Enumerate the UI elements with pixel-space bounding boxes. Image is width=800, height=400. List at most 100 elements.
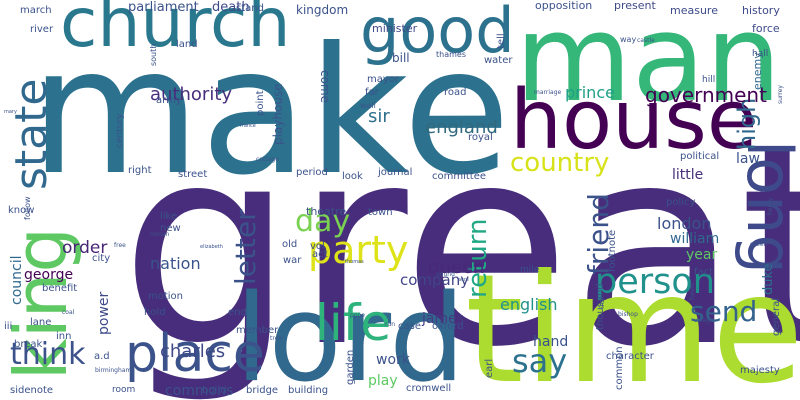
word: far <box>365 87 379 98</box>
word: death <box>212 0 250 15</box>
word: acre <box>458 277 469 283</box>
word: henry <box>767 197 774 215</box>
word: forest <box>689 282 696 300</box>
word: year <box>686 247 718 263</box>
word: hall <box>752 49 769 59</box>
word: sir <box>368 106 390 127</box>
word: authority <box>150 84 233 105</box>
word: playhouse <box>271 83 285 145</box>
word: lord <box>235 270 466 400</box>
word: look <box>342 171 363 182</box>
word: south <box>149 43 158 66</box>
word: iii <box>4 321 13 332</box>
word: mary <box>4 109 17 115</box>
word: pope <box>350 312 365 319</box>
word: minister <box>372 22 418 35</box>
word: common <box>614 346 625 390</box>
word: thames <box>436 50 466 59</box>
word: bill <box>392 51 410 65</box>
word: oxford <box>432 321 464 332</box>
word: send <box>690 295 758 328</box>
word: person <box>595 262 715 302</box>
word: day <box>295 204 351 239</box>
word: water <box>484 55 513 66</box>
word: opposition <box>535 0 593 12</box>
word: cottage <box>256 156 279 163</box>
word: france <box>240 123 256 129</box>
word: land <box>176 39 198 50</box>
word: birmingham <box>95 367 132 374</box>
word: hold <box>144 307 166 318</box>
word: sidenote <box>10 385 54 396</box>
word: mile <box>520 265 540 275</box>
word: old <box>282 239 298 250</box>
word: village <box>694 317 714 324</box>
word: elizabeth <box>200 244 223 250</box>
word: queen <box>428 257 485 278</box>
word: marriage <box>534 89 562 96</box>
word: building <box>288 385 329 396</box>
word: century <box>115 113 125 148</box>
word: duke <box>761 263 776 295</box>
word: end <box>228 307 247 318</box>
word: james <box>422 311 465 327</box>
word: earl <box>484 358 495 378</box>
word: history <box>742 4 780 17</box>
word: good <box>360 0 515 67</box>
word: william <box>670 231 720 247</box>
word: company <box>400 271 470 289</box>
word: house <box>510 73 758 168</box>
word: wall <box>360 101 376 110</box>
word: bridge <box>246 385 279 396</box>
word: build <box>202 385 227 396</box>
word: tell <box>496 33 507 49</box>
word: majesty <box>740 365 780 376</box>
word: roman <box>150 231 170 238</box>
word: surrey <box>777 85 784 104</box>
word: kingdom <box>296 3 349 17</box>
word: cromwell <box>406 383 452 394</box>
word: say <box>512 342 568 380</box>
word: party <box>308 228 409 272</box>
word: vol <box>310 241 325 252</box>
word: make <box>30 11 511 214</box>
word: member <box>236 325 279 336</box>
word: country <box>510 148 610 178</box>
word: right <box>128 165 152 176</box>
word: play <box>368 373 398 389</box>
word: character <box>606 351 654 362</box>
word: journal <box>378 167 413 178</box>
word: time <box>465 243 800 400</box>
word: think <box>10 337 86 372</box>
word: inn <box>56 331 72 342</box>
word: motion <box>148 291 184 302</box>
word: letter <box>229 209 262 285</box>
word: political <box>680 151 720 162</box>
word: council <box>9 255 25 306</box>
word: city <box>92 253 111 264</box>
word: hand <box>533 334 569 350</box>
word: england <box>425 117 498 138</box>
word: commons <box>165 383 234 399</box>
word: point <box>255 90 266 116</box>
word: act <box>312 249 328 260</box>
word: river <box>30 24 54 35</box>
word: garden <box>345 349 356 385</box>
word: power <box>96 291 112 335</box>
word: london <box>657 214 712 233</box>
word: great <box>120 87 800 400</box>
word: george <box>24 267 74 283</box>
word: room <box>112 385 136 395</box>
word: way <box>620 35 637 44</box>
word: little <box>672 167 704 183</box>
word: state <box>6 78 57 190</box>
word: government <box>645 83 767 107</box>
word: free <box>114 242 126 249</box>
word: thomas <box>345 259 364 265</box>
word: period <box>296 167 328 178</box>
word: theatre <box>306 205 347 218</box>
word: committee <box>432 171 487 182</box>
word: lane <box>30 317 52 328</box>
word: tree <box>270 335 283 342</box>
